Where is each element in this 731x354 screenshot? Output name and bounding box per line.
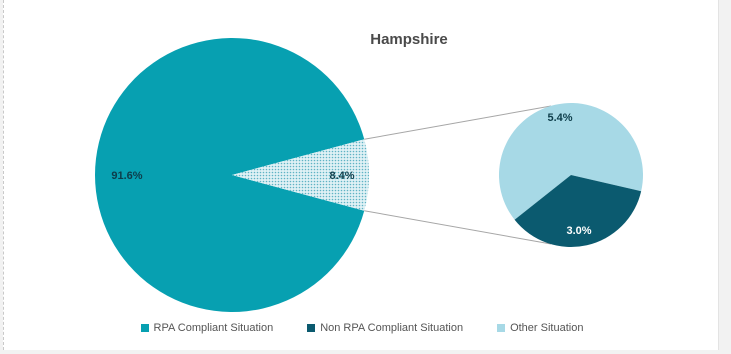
legend-swatch xyxy=(140,324,149,332)
legend-label: Non RPA Compliant Situation xyxy=(320,322,464,334)
data-label-other-situation: 5.4% xyxy=(547,112,572,124)
legend-item-other-situation: Other Situation xyxy=(497,322,583,334)
connector-line-bottom xyxy=(364,210,552,245)
data-label-non-rpa-compliant: 3.0% xyxy=(566,225,591,237)
chart-area: Hampshire 91.6% 8.4% 5.4% 3.0% RPA Complian… xyxy=(3,0,719,350)
legend-swatch xyxy=(497,324,506,332)
secondary-slice-non-rpa-compliant xyxy=(514,175,642,248)
legend-item-rpa-compliant: RPA Compliant Situation xyxy=(140,322,274,334)
pie-slice-other xyxy=(232,139,369,211)
legend-label: Other Situation xyxy=(510,322,584,334)
data-label-other: 8.4% xyxy=(329,170,354,182)
chart-legend: RPA Compliant Situation Non RPA Complian… xyxy=(4,322,720,334)
connector-line-top xyxy=(364,105,552,140)
legend-swatch xyxy=(307,324,316,332)
legend-item-non-rpa-compliant: Non RPA Compliant Situation xyxy=(307,322,463,334)
secondary-slice-other-situation xyxy=(499,103,643,220)
pie-of-pie-chart: Hampshire 91.6% 8.4% 5.4% 3.0% xyxy=(95,31,643,312)
chart-title: Hampshire xyxy=(370,31,448,48)
pie-slice-rpa-compliant xyxy=(95,37,365,312)
legend-label: RPA Compliant Situation xyxy=(153,322,274,334)
data-label-rpa-compliant: 91.6% xyxy=(111,170,142,182)
